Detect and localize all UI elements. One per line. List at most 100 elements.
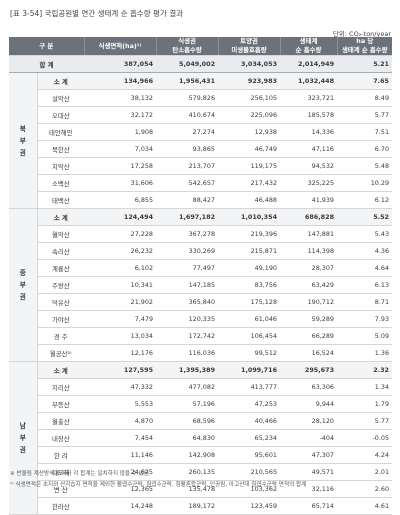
total-soil: 3,034,053: [218, 55, 281, 73]
park-soil: 49,190: [218, 259, 281, 277]
park-per-ha: 6.13: [337, 276, 393, 294]
park-per-ha: 1.79: [337, 395, 393, 413]
park-name: 북한산: [37, 140, 85, 158]
total-per-ha: 5.21: [337, 55, 393, 73]
park-net: 325,225: [280, 174, 338, 192]
park-soil: 83,756: [218, 276, 281, 294]
park-net: 47,307: [280, 446, 338, 464]
park-net: 147,881: [280, 225, 338, 243]
park-veg: 410,674: [156, 106, 219, 124]
park-area: 27,228: [84, 225, 157, 243]
park-soil: 256,105: [218, 89, 281, 107]
park-name: 속리산: [37, 242, 85, 260]
park-net: 49,571: [280, 463, 338, 481]
park-area: 6,102: [84, 259, 157, 277]
subtotal-net: 1,032,448: [280, 72, 338, 90]
park-soil: 65,234: [218, 429, 281, 447]
park-soil: 413,777: [218, 378, 281, 396]
park-row: 내장산 7,454 64,830 65,234 -404 -0.05: [9, 429, 393, 447]
park-per-ha: 4.61: [337, 497, 393, 515]
region-label-char: 권: [19, 446, 26, 454]
park-net: 28,307: [280, 259, 338, 277]
subtotal-net: 686,828: [280, 208, 338, 226]
park-row: 월공산²⁾ 12,176 116,036 99,512 16,524 1.36: [9, 344, 393, 362]
park-veg: 365,840: [156, 293, 219, 311]
header-soil-line2: 미생물호흡량: [231, 46, 267, 54]
park-soil: 61,046: [218, 310, 281, 328]
subtotal-label: 소 계: [37, 72, 85, 90]
park-net: 323,721: [280, 89, 338, 107]
park-row: 소백산 31,606 542,657 217,432 325,225 10.29: [9, 174, 393, 192]
park-veg: 93,865: [156, 140, 219, 158]
park-veg: 542,657: [156, 174, 219, 192]
park-soil: 119,175: [218, 157, 281, 175]
total-net: 2,014,949: [280, 55, 338, 73]
park-area: 6,855: [84, 191, 157, 209]
park-per-ha: 5.48: [337, 157, 393, 175]
park-veg: 27,274: [156, 123, 219, 141]
park-row: 계룡산 6,102 77,497 49,190 28,307 4.64: [9, 259, 393, 277]
total-label: 합 계: [9, 55, 85, 73]
header-per-ha-line1: ha 당: [356, 37, 374, 45]
park-veg: 68,596: [156, 412, 219, 430]
park-veg: 64,830: [156, 429, 219, 447]
park-soil: 123,459: [218, 497, 281, 515]
header-net-line2: 순 흡수량: [295, 46, 322, 54]
park-per-ha: 8.49: [337, 89, 393, 107]
region-label-char: 중: [19, 269, 26, 277]
park-soil: 210,565: [218, 463, 281, 481]
park-row: 북한산 7,034 93,865 46,749 47,116 6.70: [9, 140, 393, 158]
park-soil: 103,362: [218, 480, 281, 498]
park-area: 11,146: [84, 446, 157, 464]
park-per-ha: 10.29: [337, 174, 393, 192]
subtotal-veg: 1,697,182: [156, 208, 219, 226]
park-net: 190,712: [280, 293, 338, 311]
park-row: 한라산 14,248 189,172 123,459 65,714 4.61: [9, 497, 393, 515]
header-per-ha-line2: 생태계 순 흡수량: [341, 46, 388, 54]
park-veg: 142,908: [156, 446, 219, 464]
park-net: 14,336: [280, 123, 338, 141]
park-net: 28,120: [280, 412, 338, 430]
unit-label: 단위: CO₂-ton/year: [332, 30, 391, 38]
park-name: 경 주: [37, 327, 85, 345]
header-net: 생태계 순 흡수량: [280, 37, 338, 56]
park-veg: 88,427: [156, 191, 219, 209]
park-soil: 217,432: [218, 174, 281, 192]
park-area: 7,454: [84, 429, 157, 447]
park-soil: 12,938: [218, 123, 281, 141]
header-soil: 토양권 미생물호흡량: [218, 37, 281, 56]
park-net: 114,398: [280, 242, 338, 260]
park-veg: 477,082: [156, 378, 219, 396]
park-per-ha: 4.24: [337, 446, 393, 464]
park-row: 월출산 4,870 68,596 40,466 28,120 5.77: [9, 412, 393, 430]
region-label-char: 권: [19, 148, 26, 157]
park-name: 치악산: [37, 157, 85, 175]
table-body: 합 계 387,054 5,049,002 3,034,053 2,014,94…: [9, 55, 393, 515]
park-row: 변 산 12,365 135,478 103,362 32,116 2.60: [9, 480, 393, 498]
park-veg: 189,172: [156, 497, 219, 515]
park-name: 무등산: [37, 395, 85, 413]
subtotal-per-ha: 5.52: [337, 208, 393, 226]
park-name: 한라산: [37, 497, 85, 515]
park-soil: 46,488: [218, 191, 281, 209]
park-per-ha: 2.01: [337, 463, 393, 481]
park-area: 24,625: [84, 463, 157, 481]
park-row: 한 려 11,146 142,908 95,601 47,307 4.24: [9, 446, 393, 464]
park-net: 66,289: [280, 327, 338, 345]
subtotal-label: 소 계: [37, 361, 85, 379]
total-row: 합 계 387,054 5,049,002 3,034,053 2,014,94…: [9, 55, 393, 73]
park-net: 185,578: [280, 106, 338, 124]
park-area: 12,365: [84, 480, 157, 498]
subtotal-soil: 1,010,354: [218, 208, 281, 226]
footnote-area-definition: ¹⁾ 식생면적은 초지와 산지습지 면적을 제외한 활엽수군락, 침엽수군락, …: [10, 482, 307, 488]
park-row: 태백산 6,855 88,427 46,488 41,939 6.12: [9, 191, 393, 209]
header-per-ha: ha 당 생태계 순 흡수량: [337, 37, 393, 56]
park-net: 41,939: [280, 191, 338, 209]
park-row: 무등산 5,553 57,196 47,253 9,944 1.79: [9, 395, 393, 413]
park-soil: 46,749: [218, 140, 281, 158]
subtotal-veg: 1,956,431: [156, 72, 219, 90]
park-area: 47,332: [84, 378, 157, 396]
footnotes: ※ 반올림 계산방식에 따라 각 합계는 일치하지 않을 수 있음 ¹⁾ 식생면…: [10, 469, 306, 491]
